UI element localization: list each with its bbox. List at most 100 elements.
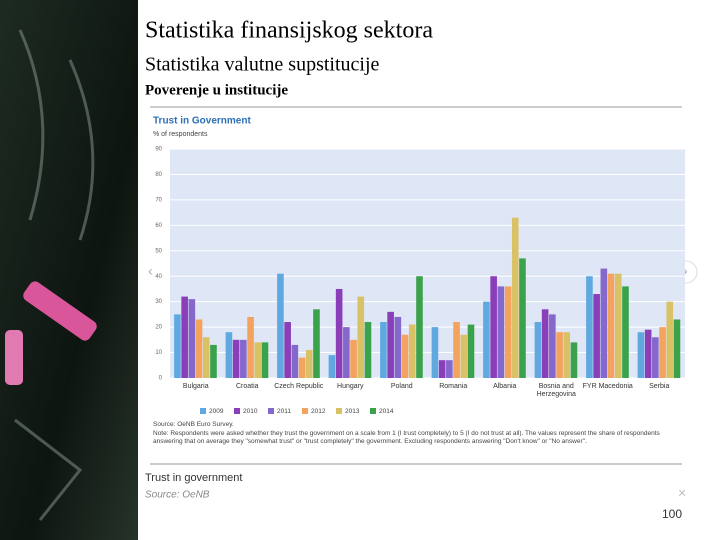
bar (497, 286, 505, 378)
x-tick-label: FYR Macedonia (582, 383, 633, 390)
legend-swatch (302, 408, 308, 414)
bar (614, 273, 622, 378)
slide-heading: Poverenje u institucije (145, 82, 288, 98)
y-tick-label: 50 (155, 248, 162, 254)
bar (401, 334, 409, 378)
chart-source: Source: OeNB Euro Survey. (153, 421, 234, 428)
y-tick-label: 30 (155, 299, 162, 305)
bar (291, 344, 299, 378)
bar (563, 332, 571, 378)
bar (453, 322, 460, 378)
bar (364, 322, 372, 378)
bar (357, 296, 365, 378)
slide-title: Statistika finansijskog sektora (145, 18, 433, 44)
chalk-piece (23, 281, 97, 341)
x-tick-label: Albania (493, 383, 517, 390)
bar (343, 327, 350, 378)
legend-label: 2013 (345, 408, 360, 415)
y-tick-label: 40 (155, 274, 162, 280)
bar (181, 296, 188, 378)
bar (225, 332, 233, 378)
bar (174, 314, 181, 378)
legend-swatch (336, 408, 342, 414)
legend-label: 2012 (311, 408, 326, 415)
bar (556, 332, 563, 378)
bar (534, 322, 542, 378)
bar (380, 322, 387, 378)
bar (240, 339, 247, 378)
legend-label: 2010 (243, 408, 258, 415)
bar (519, 258, 526, 378)
bar (549, 314, 556, 378)
legend-label: 2014 (379, 408, 394, 415)
bar (644, 329, 652, 378)
y-tick-label: 70 (155, 197, 162, 203)
bar (305, 350, 313, 378)
bar (607, 273, 615, 378)
bar (261, 342, 269, 378)
bar (659, 327, 666, 378)
bar (350, 339, 357, 378)
bar (652, 337, 659, 378)
chart-title: Trust in Government (153, 116, 251, 127)
legend-swatch (200, 408, 206, 414)
chart-note: Note: Respondents were asked whether the… (153, 430, 660, 445)
bar (431, 327, 439, 378)
legend-swatch (370, 408, 376, 414)
bar (460, 334, 468, 378)
y-tick-label: 0 (159, 376, 163, 382)
bar (673, 319, 681, 378)
bar (328, 355, 336, 378)
x-tick-label: Bulgaria (182, 383, 209, 390)
y-tick-label: 60 (155, 223, 162, 229)
bar (622, 286, 629, 378)
caption: Trust in government (145, 472, 242, 484)
bar (541, 309, 549, 378)
nav-prev[interactable]: ‹ (148, 263, 153, 279)
chalkboard (0, 0, 138, 540)
x-tick-label: Hungary (337, 383, 364, 390)
x-tick-label: Croatia (235, 383, 259, 390)
bar (335, 288, 343, 378)
bar (483, 301, 490, 378)
bar (570, 342, 578, 378)
bar (490, 276, 497, 378)
bar (467, 324, 475, 378)
x-tick-label: Romania (439, 383, 468, 390)
x-tick-label: Bosnia and Herzegovina (536, 383, 576, 398)
bar (586, 276, 593, 378)
bar (232, 339, 240, 378)
bar (254, 342, 262, 378)
bar (387, 311, 394, 378)
bar (666, 301, 674, 378)
chalk-scribble (14, 29, 95, 521)
bar (210, 344, 217, 378)
bar (511, 217, 519, 378)
bar (247, 316, 254, 378)
bar (202, 337, 210, 378)
legend-swatch (234, 408, 240, 414)
bar (593, 294, 600, 378)
bar (188, 299, 196, 378)
bar (408, 324, 416, 378)
legend-label: 2009 (209, 408, 224, 415)
bar (313, 309, 320, 378)
nav-next-icon[interactable]: › (683, 263, 688, 279)
bar (416, 276, 423, 378)
legend-swatch (268, 408, 274, 414)
caption-source: Source: OeNB (145, 490, 210, 501)
y-tick-label: 20 (155, 325, 162, 331)
bar (504, 286, 512, 378)
legend-label: 2011 (277, 408, 291, 415)
x-tick-label: Poland (390, 383, 413, 390)
y-tick-label: 10 (155, 350, 162, 356)
bar (600, 268, 608, 378)
close-icon[interactable]: × (678, 485, 686, 501)
bar (637, 332, 645, 378)
bar (277, 273, 284, 378)
y-tick-label: 90 (155, 147, 162, 153)
page-number: 100 (662, 507, 682, 521)
chart-subtitle: % of respondents (153, 131, 208, 138)
chalk-piece (5, 330, 23, 385)
